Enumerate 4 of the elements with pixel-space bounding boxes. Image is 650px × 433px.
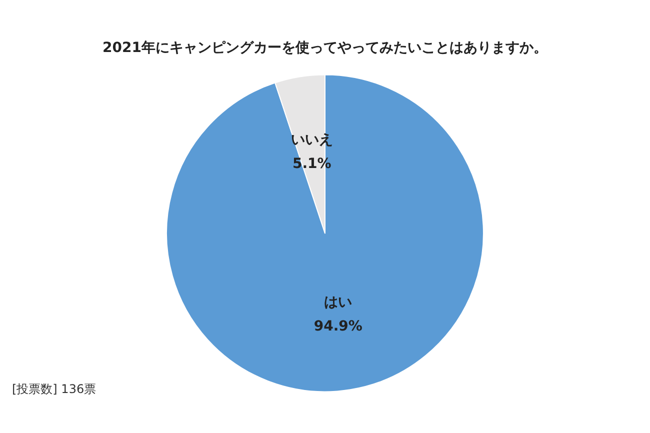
slice-label: はい [324,294,352,310]
chart-title: 2021年にキャンピングカーを使ってやってみたいことはありますか。 [102,40,548,56]
data-label: 94.9% [314,318,362,334]
text: [投票数] 136票 [12,382,96,396]
